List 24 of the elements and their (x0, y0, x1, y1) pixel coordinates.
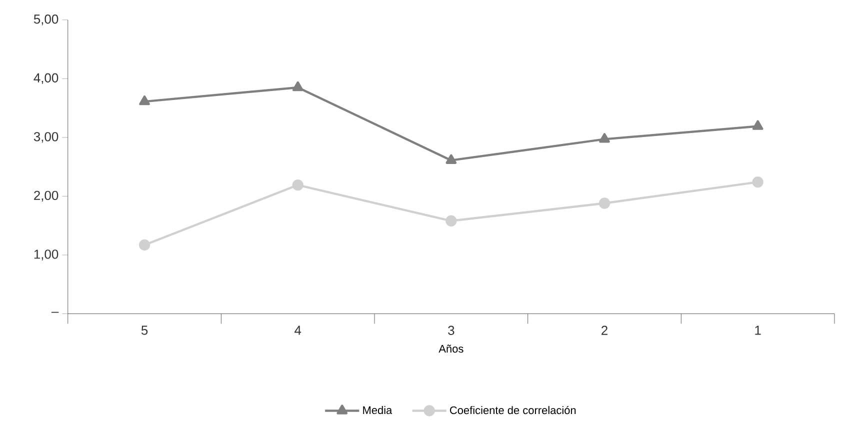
y-tick-label: 5,00 (34, 14, 58, 26)
point (138, 240, 150, 251)
legend-label: Coeficiente de correlación (450, 406, 576, 414)
point (292, 180, 304, 191)
y-tick-label: 1,00 (34, 250, 58, 260)
point (139, 96, 150, 106)
point (752, 176, 764, 188)
point (599, 133, 610, 143)
x-tick-label: 3 (448, 326, 454, 336)
x-tick-label: 1 (755, 326, 761, 335)
y-tick-label: 4,00 (34, 73, 58, 84)
legend-label: Media (363, 406, 392, 414)
point (446, 215, 457, 227)
y-tick-label: 3,00 (34, 132, 58, 143)
x-tick-label: 2 (602, 326, 608, 335)
y-tick-label: 2,00 (34, 190, 58, 202)
y-tick-label: – (51, 312, 59, 313)
point (292, 82, 304, 92)
x-tick-label: 5 (141, 326, 148, 335)
point (598, 198, 610, 209)
x-axis-title: Años (438, 344, 464, 353)
point (446, 154, 457, 164)
point (752, 120, 764, 130)
x-tick-label: 4 (294, 326, 302, 335)
